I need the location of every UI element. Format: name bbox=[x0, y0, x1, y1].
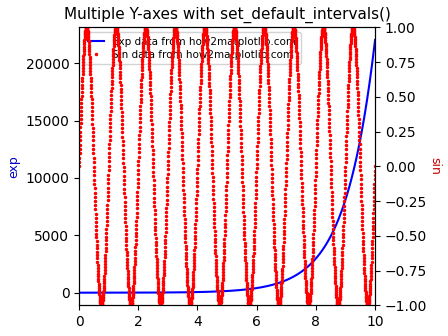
Y-axis label: sin: sin bbox=[428, 157, 441, 175]
Exp data from how2matplotlib.com bbox=[372, 38, 378, 42]
Line: Exp data from how2matplotlib.com: Exp data from how2matplotlib.com bbox=[79, 40, 375, 293]
Title: Multiple Y-axes with set_default_intervals(): Multiple Y-axes with set_default_interva… bbox=[64, 7, 391, 23]
Sin data from how2matplotlib.com bbox=[77, 164, 82, 168]
Exp data from how2matplotlib.com bbox=[91, 291, 97, 295]
Legend: Exp data from how2matplotlib.com, Sin data from how2matplotlib.com: Exp data from how2matplotlib.com, Sin da… bbox=[84, 33, 301, 64]
Sin data from how2matplotlib.com bbox=[372, 164, 378, 168]
Sin data from how2matplotlib.com bbox=[220, 267, 226, 271]
Line: Sin data from how2matplotlib.com: Sin data from how2matplotlib.com bbox=[77, 25, 377, 307]
Exp data from how2matplotlib.com bbox=[364, 102, 369, 107]
Y-axis label: exp: exp bbox=[7, 155, 20, 178]
Exp data from how2matplotlib.com bbox=[220, 289, 226, 293]
Exp data from how2matplotlib.com bbox=[310, 260, 315, 264]
Sin data from how2matplotlib.com bbox=[310, 260, 315, 264]
Sin data from how2matplotlib.com bbox=[364, 300, 369, 304]
Exp data from how2matplotlib.com bbox=[212, 290, 218, 294]
Sin data from how2matplotlib.com bbox=[92, 178, 97, 182]
Sin data from how2matplotlib.com bbox=[213, 248, 218, 252]
Sin data from how2matplotlib.com bbox=[365, 303, 370, 307]
Sin data from how2matplotlib.com bbox=[364, 299, 369, 303]
Sin data from how2matplotlib.com bbox=[84, 25, 89, 29]
Exp data from how2matplotlib.com bbox=[77, 291, 82, 295]
Exp data from how2matplotlib.com bbox=[364, 101, 369, 106]
